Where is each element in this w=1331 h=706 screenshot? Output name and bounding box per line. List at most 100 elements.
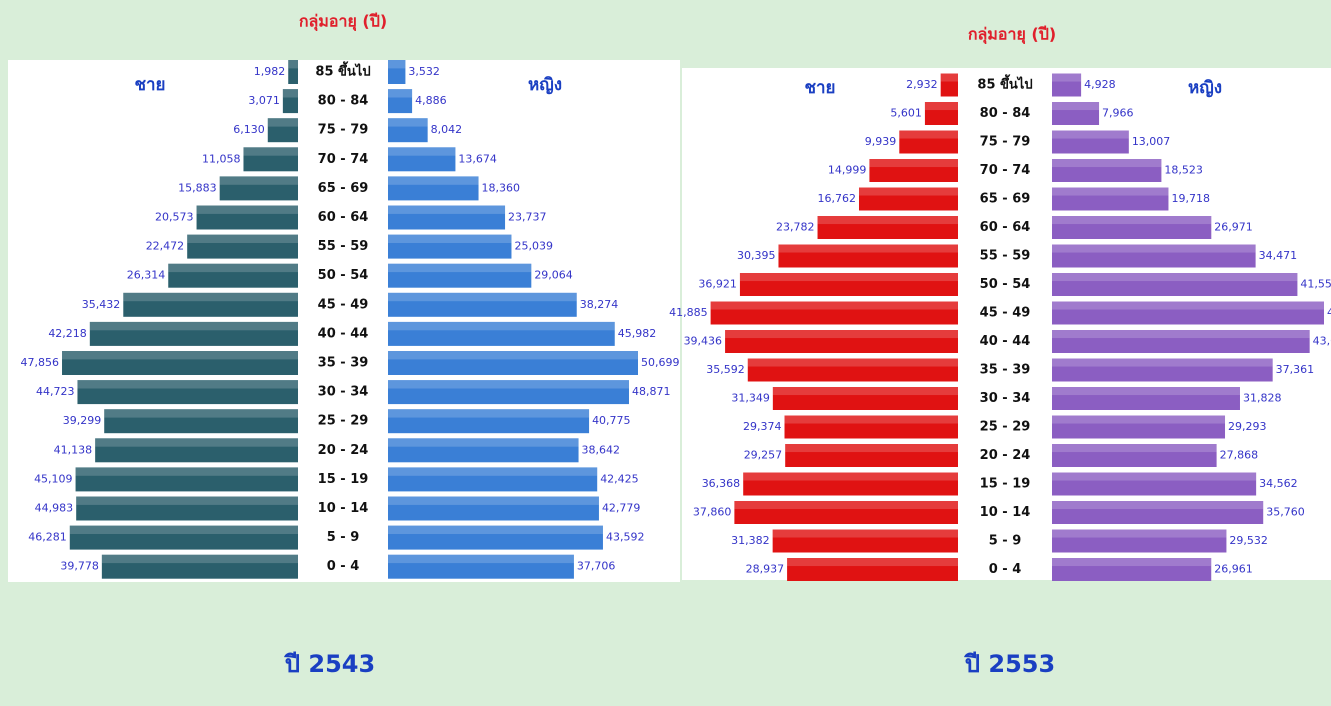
bar	[388, 292, 577, 317]
category-label: 75 - 79	[980, 135, 1031, 150]
bar-highlight	[1052, 130, 1129, 139]
category-label: 25 - 29	[318, 414, 369, 429]
bar	[1052, 501, 1264, 524]
category-label: 15 - 19	[980, 477, 1031, 492]
bar	[743, 472, 958, 496]
value-label: 42,425	[600, 472, 639, 485]
bar-highlight	[940, 73, 958, 82]
value-label: 13,007	[1132, 135, 1171, 148]
legend-label: ชาย	[134, 75, 165, 95]
value-label: 37,860	[693, 506, 732, 519]
bar-highlight	[388, 176, 479, 185]
value-label: 6,130	[233, 123, 265, 136]
bar	[75, 467, 299, 492]
value-label: 13,674	[458, 152, 497, 165]
category-label: 40 - 44	[980, 334, 1031, 349]
bar-highlight	[219, 176, 298, 185]
bar	[1052, 273, 1298, 296]
value-label: 43,624	[1313, 335, 1331, 348]
bar-highlight	[104, 409, 298, 418]
bar-highlight	[869, 159, 958, 168]
bar-highlight	[187, 234, 298, 243]
value-label: 29,293	[1228, 420, 1267, 433]
value-label: 28,937	[746, 563, 785, 576]
bar-highlight	[1052, 330, 1310, 339]
bar-highlight	[388, 60, 406, 69]
value-label: 35,592	[706, 363, 745, 376]
value-label: 5,601	[890, 107, 922, 120]
bar-highlight	[1052, 387, 1240, 396]
bar	[62, 351, 298, 375]
category-label: 35 - 39	[980, 363, 1031, 378]
bar-highlight	[388, 205, 506, 214]
bar	[739, 273, 958, 296]
category-label: 25 - 29	[980, 420, 1031, 435]
category-label: 10 - 14	[980, 505, 1031, 520]
category-label: 40 - 44	[318, 326, 369, 341]
bar	[1052, 130, 1129, 154]
value-label: 41,138	[54, 443, 93, 456]
bar-highlight	[388, 118, 428, 127]
value-label: 35,760	[1266, 506, 1305, 519]
bar	[1052, 387, 1240, 410]
value-label: 23,737	[508, 211, 547, 224]
bar	[710, 301, 958, 325]
value-label: 19,718	[1171, 192, 1210, 205]
bar-highlight	[787, 558, 958, 567]
bar-highlight	[388, 89, 413, 98]
value-label: 29,374	[743, 420, 782, 433]
bar	[784, 415, 958, 439]
bar-highlight	[1052, 187, 1169, 196]
bar-highlight	[1052, 558, 1212, 567]
bar-highlight	[388, 496, 599, 505]
category-label: 45 - 49	[318, 297, 369, 312]
chart-title: กลุ่มอายุ (ปี)	[299, 12, 387, 32]
bar-highlight	[388, 554, 574, 564]
category-label: 70 - 74	[318, 152, 369, 167]
bar	[77, 380, 298, 405]
value-label: 7,966	[1102, 107, 1134, 120]
value-label: 11,058	[202, 152, 241, 165]
bar-highlight	[1052, 501, 1264, 510]
bar-highlight	[924, 102, 958, 111]
bar-highlight	[772, 387, 958, 396]
bar	[1052, 301, 1324, 325]
value-label: 31,828	[1243, 392, 1282, 405]
bar-highlight	[267, 118, 298, 127]
bar-highlight	[89, 321, 299, 331]
bar-highlight	[282, 89, 298, 98]
bar	[1052, 187, 1169, 211]
bar	[95, 438, 298, 463]
bar	[388, 380, 629, 405]
bar-highlight	[101, 554, 299, 564]
bar-highlight	[1052, 273, 1298, 282]
bar-highlight	[743, 472, 958, 481]
category-label: 45 - 49	[980, 306, 1031, 321]
value-label: 47,856	[21, 356, 60, 369]
bar	[924, 102, 958, 125]
bar-highlight	[388, 467, 598, 476]
value-label: 23,782	[776, 221, 815, 234]
value-label: 38,642	[582, 443, 621, 456]
value-label: 36,921	[698, 278, 737, 291]
value-label: 36,368	[702, 477, 741, 490]
category-label: 75 - 79	[318, 123, 369, 138]
value-label: 26,971	[1214, 221, 1253, 234]
value-label: 44,723	[36, 385, 75, 398]
bar	[1052, 444, 1217, 467]
value-label: 3,071	[248, 94, 280, 107]
value-label: 43,592	[606, 531, 645, 544]
category-label: 20 - 24	[318, 443, 369, 458]
value-label: 31,349	[731, 392, 770, 405]
bar-highlight	[772, 529, 958, 538]
value-label: 14,999	[828, 164, 867, 177]
bar-highlight	[747, 358, 958, 367]
category-label: 60 - 64	[980, 220, 1031, 235]
bar-highlight	[1052, 216, 1212, 225]
bar	[168, 263, 298, 288]
bar	[388, 234, 512, 259]
bar-highlight	[1052, 529, 1227, 538]
bar	[388, 89, 413, 114]
bar	[1052, 73, 1082, 97]
bar	[388, 409, 590, 434]
